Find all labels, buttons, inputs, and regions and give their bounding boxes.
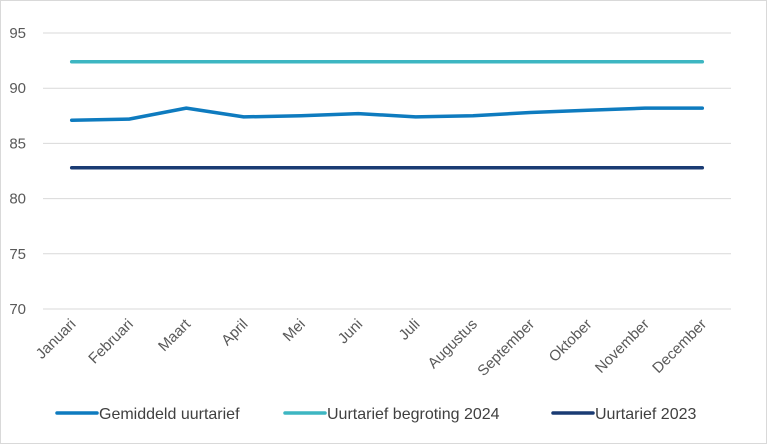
x-tick-label-februari: Februari xyxy=(85,316,137,368)
x-tick-label-maart: Maart xyxy=(155,315,195,355)
x-tick-label-januari: Januari xyxy=(33,316,80,363)
x-tick-label-juni: Juni xyxy=(335,316,366,347)
legend: Gemiddeld uurtarief Uurtarief begroting 2… xyxy=(55,406,696,423)
x-tick-label-april: April xyxy=(218,316,251,349)
legend-label-gemiddeld-uurtarief: Gemiddeld uurtarief xyxy=(99,406,240,423)
legend-label-uurtarief-2023: Uurtarief 2023 xyxy=(595,406,696,423)
y-tick-label: 90 xyxy=(9,80,26,97)
x-axis-tick-labels: Januari Februari Maart April Mei Juni Juli Augu… xyxy=(33,315,710,379)
x-tick-label-december: December xyxy=(649,316,710,377)
x-tick-label-november: November xyxy=(592,316,653,377)
legend-label-uurtarief-begroting-2024: Uurtarief begroting 2024 xyxy=(327,406,500,423)
y-tick-label: 70 xyxy=(9,301,26,318)
x-tick-label-augustus: Augustus xyxy=(425,316,481,372)
series-lines xyxy=(69,59,705,170)
y-tick-label: 75 xyxy=(9,246,26,263)
series-line-gemiddeld-uurtarief xyxy=(69,106,705,122)
x-tick-label-juli: Juli xyxy=(396,316,424,344)
y-tick-label: 85 xyxy=(9,135,26,152)
x-tick-label-mei: Mei xyxy=(280,316,309,345)
gridlines xyxy=(43,32,731,310)
y-axis-tick-labels: 70 75 80 85 90 95 xyxy=(9,25,26,318)
x-tick-label-oktober: Oktober xyxy=(546,316,596,366)
y-tick-label: 80 xyxy=(9,191,26,208)
y-tick-label: 95 xyxy=(9,25,26,42)
x-tick-label-september: September xyxy=(474,316,538,380)
